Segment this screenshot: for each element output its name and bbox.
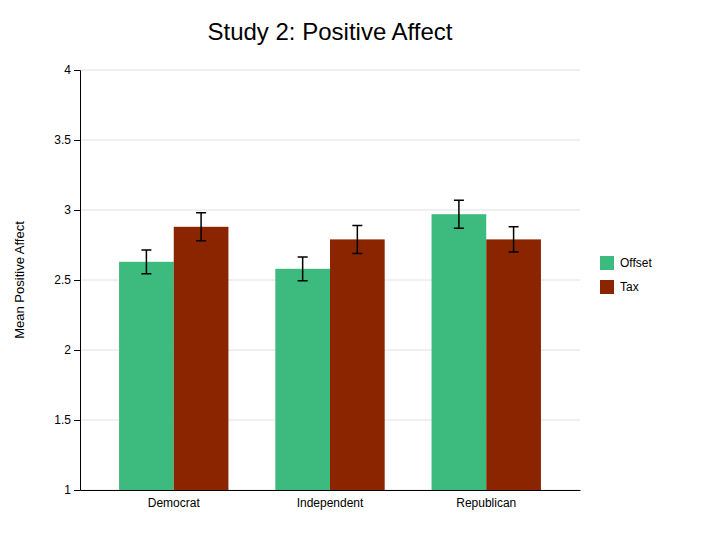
legend: Offset Tax [600, 256, 652, 294]
y-axis-line [74, 71, 81, 491]
legend-swatch [600, 256, 614, 270]
y-tick-label: 4 [64, 63, 71, 77]
x-tick: Independent [297, 490, 364, 510]
y-tick-mark [74, 420, 80, 421]
y-tick-mark [74, 280, 80, 281]
bar [432, 214, 487, 490]
x-axis-line [81, 490, 581, 491]
y-tick-mark [74, 140, 80, 141]
y-tick: 2.5 [54, 273, 80, 287]
error-bar [196, 213, 206, 241]
error-bar [141, 250, 151, 274]
y-tick-mark [74, 490, 80, 491]
y-tick: 3.5 [54, 133, 80, 147]
y-tick: 1.5 [54, 413, 80, 427]
x-axis: Democrat Independent Republican [81, 490, 581, 510]
y-tick: 2 [64, 343, 80, 357]
y-tick-mark [74, 210, 80, 211]
grid-line [80, 70, 580, 71]
y-axis-title: Mean Positive Affect [12, 221, 27, 339]
y-tick: 1 [64, 483, 80, 497]
y-tick-label: 1 [64, 483, 71, 497]
y-tick-mark [74, 70, 80, 71]
x-tick-label: Democrat [148, 496, 201, 510]
y-tick-label: 2.5 [54, 273, 71, 287]
legend-label: Offset [620, 256, 652, 270]
bar [119, 262, 174, 490]
bar [330, 239, 385, 490]
x-tick-label: Republican [456, 496, 516, 510]
x-tick: Democrat [148, 490, 201, 510]
y-tick: 4 [64, 63, 80, 77]
grid-line [80, 210, 580, 211]
legend-swatch [600, 280, 614, 294]
x-tick: Republican [456, 490, 516, 510]
grid [80, 70, 580, 490]
grid-line [80, 140, 580, 141]
bar [275, 269, 330, 490]
legend-label: Tax [620, 280, 639, 294]
error-bar [352, 225, 362, 253]
error-bar [298, 257, 308, 281]
y-tick-label: 3 [64, 203, 71, 217]
y-tick-label: 2 [64, 343, 71, 357]
y-tick: 3 [64, 203, 80, 217]
legend-item: Offset [600, 256, 652, 270]
bar [486, 239, 541, 490]
legend-item: Tax [600, 280, 639, 294]
title: Study 2: Positive Affect [207, 18, 452, 45]
y-axis: 1 1.5 2 2.5 3 3.5 4 [54, 63, 80, 497]
error-bar [509, 227, 519, 252]
y-tick-label: 3.5 [54, 133, 71, 147]
y-tick-label: 1.5 [54, 413, 71, 427]
chart: 1 1.5 2 2.5 3 3.5 4 Democrat Independent Republic… [0, 0, 720, 540]
error-bar [454, 200, 464, 228]
x-tick-label: Independent [297, 496, 364, 510]
marks [119, 200, 541, 490]
bar [174, 227, 229, 490]
y-tick-mark [74, 350, 80, 351]
plot: 1 1.5 2 2.5 3 3.5 4 Democrat Independent Republic… [54, 63, 580, 510]
